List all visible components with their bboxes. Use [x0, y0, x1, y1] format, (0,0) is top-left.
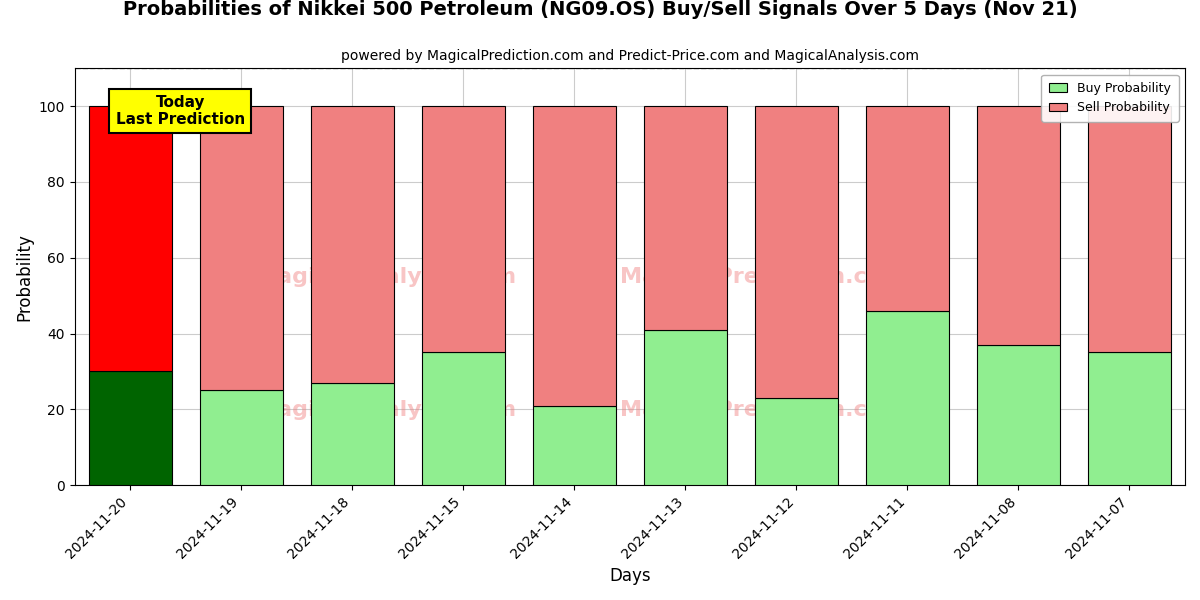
- Text: MagicalAnalysis.com: MagicalAnalysis.com: [254, 400, 516, 420]
- Legend: Buy Probability, Sell Probability: Buy Probability, Sell Probability: [1042, 74, 1178, 122]
- Text: MagicalPrediction.com: MagicalPrediction.com: [620, 400, 906, 420]
- Bar: [865, 106, 949, 311]
- Bar: [977, 106, 1060, 345]
- Bar: [1088, 106, 1171, 352]
- Bar: [89, 371, 172, 485]
- Bar: [755, 106, 838, 398]
- Text: MagicalAnalysis.com: MagicalAnalysis.com: [254, 267, 516, 287]
- Bar: [89, 106, 172, 371]
- Bar: [311, 106, 394, 383]
- Bar: [977, 345, 1060, 485]
- Text: Today
Last Prediction: Today Last Prediction: [115, 95, 245, 127]
- Bar: [199, 106, 283, 391]
- Bar: [533, 406, 616, 485]
- Bar: [533, 106, 616, 406]
- Bar: [199, 391, 283, 485]
- Text: Probabilities of Nikkei 500 Petroleum (NG09.OS) Buy/Sell Signals Over 5 Days (No: Probabilities of Nikkei 500 Petroleum (N…: [122, 0, 1078, 19]
- Text: MagicalPrediction.com: MagicalPrediction.com: [620, 267, 906, 287]
- Bar: [1088, 352, 1171, 485]
- Bar: [421, 352, 505, 485]
- Bar: [643, 106, 727, 330]
- Bar: [755, 398, 838, 485]
- Bar: [421, 106, 505, 352]
- Bar: [643, 330, 727, 485]
- Y-axis label: Probability: Probability: [16, 233, 34, 320]
- Bar: [311, 383, 394, 485]
- X-axis label: Days: Days: [610, 567, 650, 585]
- Bar: [865, 311, 949, 485]
- Title: powered by MagicalPrediction.com and Predict-Price.com and MagicalAnalysis.com: powered by MagicalPrediction.com and Pre…: [341, 49, 919, 63]
